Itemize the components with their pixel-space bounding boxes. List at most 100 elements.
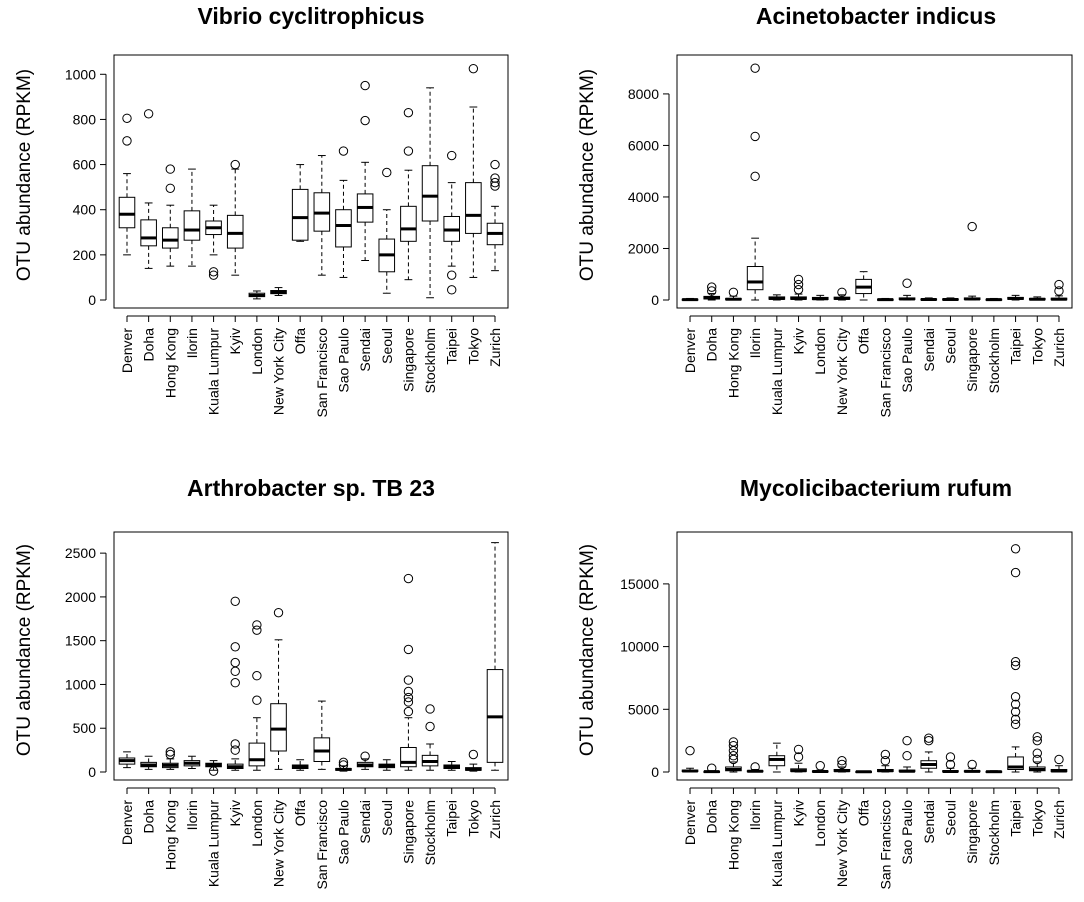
x-tick-label: Taipei <box>444 800 460 837</box>
x-tick-label: Doha <box>141 800 157 834</box>
outlier-point <box>252 625 262 635</box>
outlier-point <box>815 761 825 771</box>
chart-title: Vibrio cyclitrophicus <box>197 3 424 29</box>
boxplot-london <box>248 290 266 300</box>
panel-acinetobacter-indicus: Acinetobacter indicus OTU abundance (RPK… <box>577 3 1073 417</box>
outlier-point <box>902 278 912 288</box>
boxplot-new-york-city <box>833 756 851 773</box>
y-tick-label: 800 <box>73 111 97 127</box>
boxplot-stockholm <box>985 770 1003 774</box>
boxplot-offa <box>855 770 872 774</box>
y-tick-label: 1500 <box>65 633 96 649</box>
x-tick-label: London <box>812 328 828 375</box>
x-tick-label: Kuala Lumpur <box>769 800 785 888</box>
y-tick-label: 1000 <box>65 676 96 692</box>
outlier-point <box>230 596 240 606</box>
outlier-point <box>338 757 349 768</box>
outlier-point <box>1054 754 1064 765</box>
outlier-point <box>1010 699 1021 709</box>
x-tick-label: Sendai <box>921 328 937 372</box>
y-axis-label: OTU abundance (RPKM) <box>14 69 35 281</box>
outlier-point <box>728 750 739 761</box>
outlier-point <box>1010 544 1021 554</box>
outlier-point <box>122 113 132 124</box>
x-tick-label: Stockholm <box>986 328 1002 393</box>
boxplot-san-francisco <box>877 749 894 773</box>
x-tick-label: Offa <box>856 800 872 826</box>
boxplot-sendai <box>356 80 374 261</box>
outlier-point <box>728 287 739 297</box>
x-tick-label: Denver <box>119 800 135 845</box>
outlier-point <box>252 620 262 630</box>
x-tick-label: Sao Paulo <box>335 328 351 393</box>
boxplot-san-francisco <box>313 155 331 276</box>
boxplot-denver <box>681 745 699 773</box>
outlier-point <box>403 573 414 584</box>
plot-frame <box>676 54 1073 309</box>
outlier-point <box>837 287 847 297</box>
y-tick-label: 0 <box>651 292 659 308</box>
chart-title: Acinetobacter indicus <box>756 3 996 29</box>
x-tick-label: Zurich <box>1051 328 1067 367</box>
plot-area: 0 5000 10000 15000 Denver Doha Hong Kong Ilorin… <box>620 531 1073 890</box>
boxplot-singapore <box>400 107 417 281</box>
outlier-point <box>447 285 457 295</box>
boxplot-kyiv <box>226 159 244 276</box>
outlier-point <box>447 150 457 161</box>
x-tick-label: Kuala Lumpur <box>206 328 222 416</box>
boxplot-seoul <box>942 297 959 301</box>
x-tick-label: Stockholm <box>986 800 1002 865</box>
boxplot-taipei <box>1007 294 1024 301</box>
boxplot-tokyo <box>1028 296 1046 301</box>
iqr-box <box>248 742 266 767</box>
outlier-point <box>252 670 262 681</box>
plot-area: 0 200 400 600 800 1000 Denver Doha Hong Kong Ilor… <box>65 54 509 418</box>
outlier-point <box>728 745 739 756</box>
x-tick-label: Kyiv <box>791 328 807 354</box>
plot-area: 0 2000 4000 6000 8000 Denver Doha Hong Kong Ilor… <box>628 54 1073 417</box>
boxplot-kuala-lumpur <box>768 742 786 773</box>
y-tick-label: 8000 <box>628 86 659 102</box>
boxplot-london <box>811 294 829 301</box>
boxplot-denver <box>681 297 699 302</box>
boxplot-singapore <box>963 759 981 773</box>
boxplot-london <box>248 620 266 771</box>
outlier-point <box>837 759 847 770</box>
x-tick-label: Sendai <box>921 800 937 844</box>
y-tick-label: 6000 <box>628 137 659 153</box>
outlier-point <box>273 607 284 618</box>
outlier-point <box>750 63 760 73</box>
x-tick-label: New York City <box>834 800 850 887</box>
x-tick-label: San Francisco <box>877 800 893 890</box>
boxplot-sendai <box>920 297 938 301</box>
y-tick-label: 2000 <box>628 240 659 256</box>
plot-frame <box>113 54 509 309</box>
x-tick-label: Tokyo <box>465 800 481 837</box>
x-tick-label: Zurich <box>1051 800 1067 839</box>
outlier-point <box>403 675 414 685</box>
outlier-point <box>728 740 739 751</box>
x-tick-label: Zurich <box>487 800 503 839</box>
outlier-point <box>230 666 240 677</box>
x-tick-label: Seoul <box>379 328 395 364</box>
boxplot-san-francisco <box>313 700 331 770</box>
outlier-point <box>793 284 804 295</box>
boxplot-zurich <box>486 159 504 272</box>
boxplot-tokyo <box>465 749 482 772</box>
boxplot-sao-paulo <box>898 278 916 301</box>
y-tick-label: 2000 <box>65 589 96 605</box>
x-tick-label: Taipei <box>444 328 460 365</box>
y-tick-label: 500 <box>73 720 97 736</box>
x-tick-label: Sao Paulo <box>899 328 915 393</box>
outlier-point <box>490 173 500 183</box>
outlier-point <box>945 752 956 762</box>
x-tick-label: Kyiv <box>227 328 243 354</box>
chart-title: Arthrobacter sp. TB 23 <box>187 475 435 501</box>
y-tick-label: 0 <box>88 292 96 308</box>
x-tick-label: Tokyo <box>1029 800 1045 837</box>
boxplot-tokyo <box>465 63 482 278</box>
outlier-point <box>403 692 414 703</box>
outlier-point <box>685 745 695 756</box>
x-tick-label: San Francisco <box>314 328 330 418</box>
outlier-point <box>230 745 240 755</box>
